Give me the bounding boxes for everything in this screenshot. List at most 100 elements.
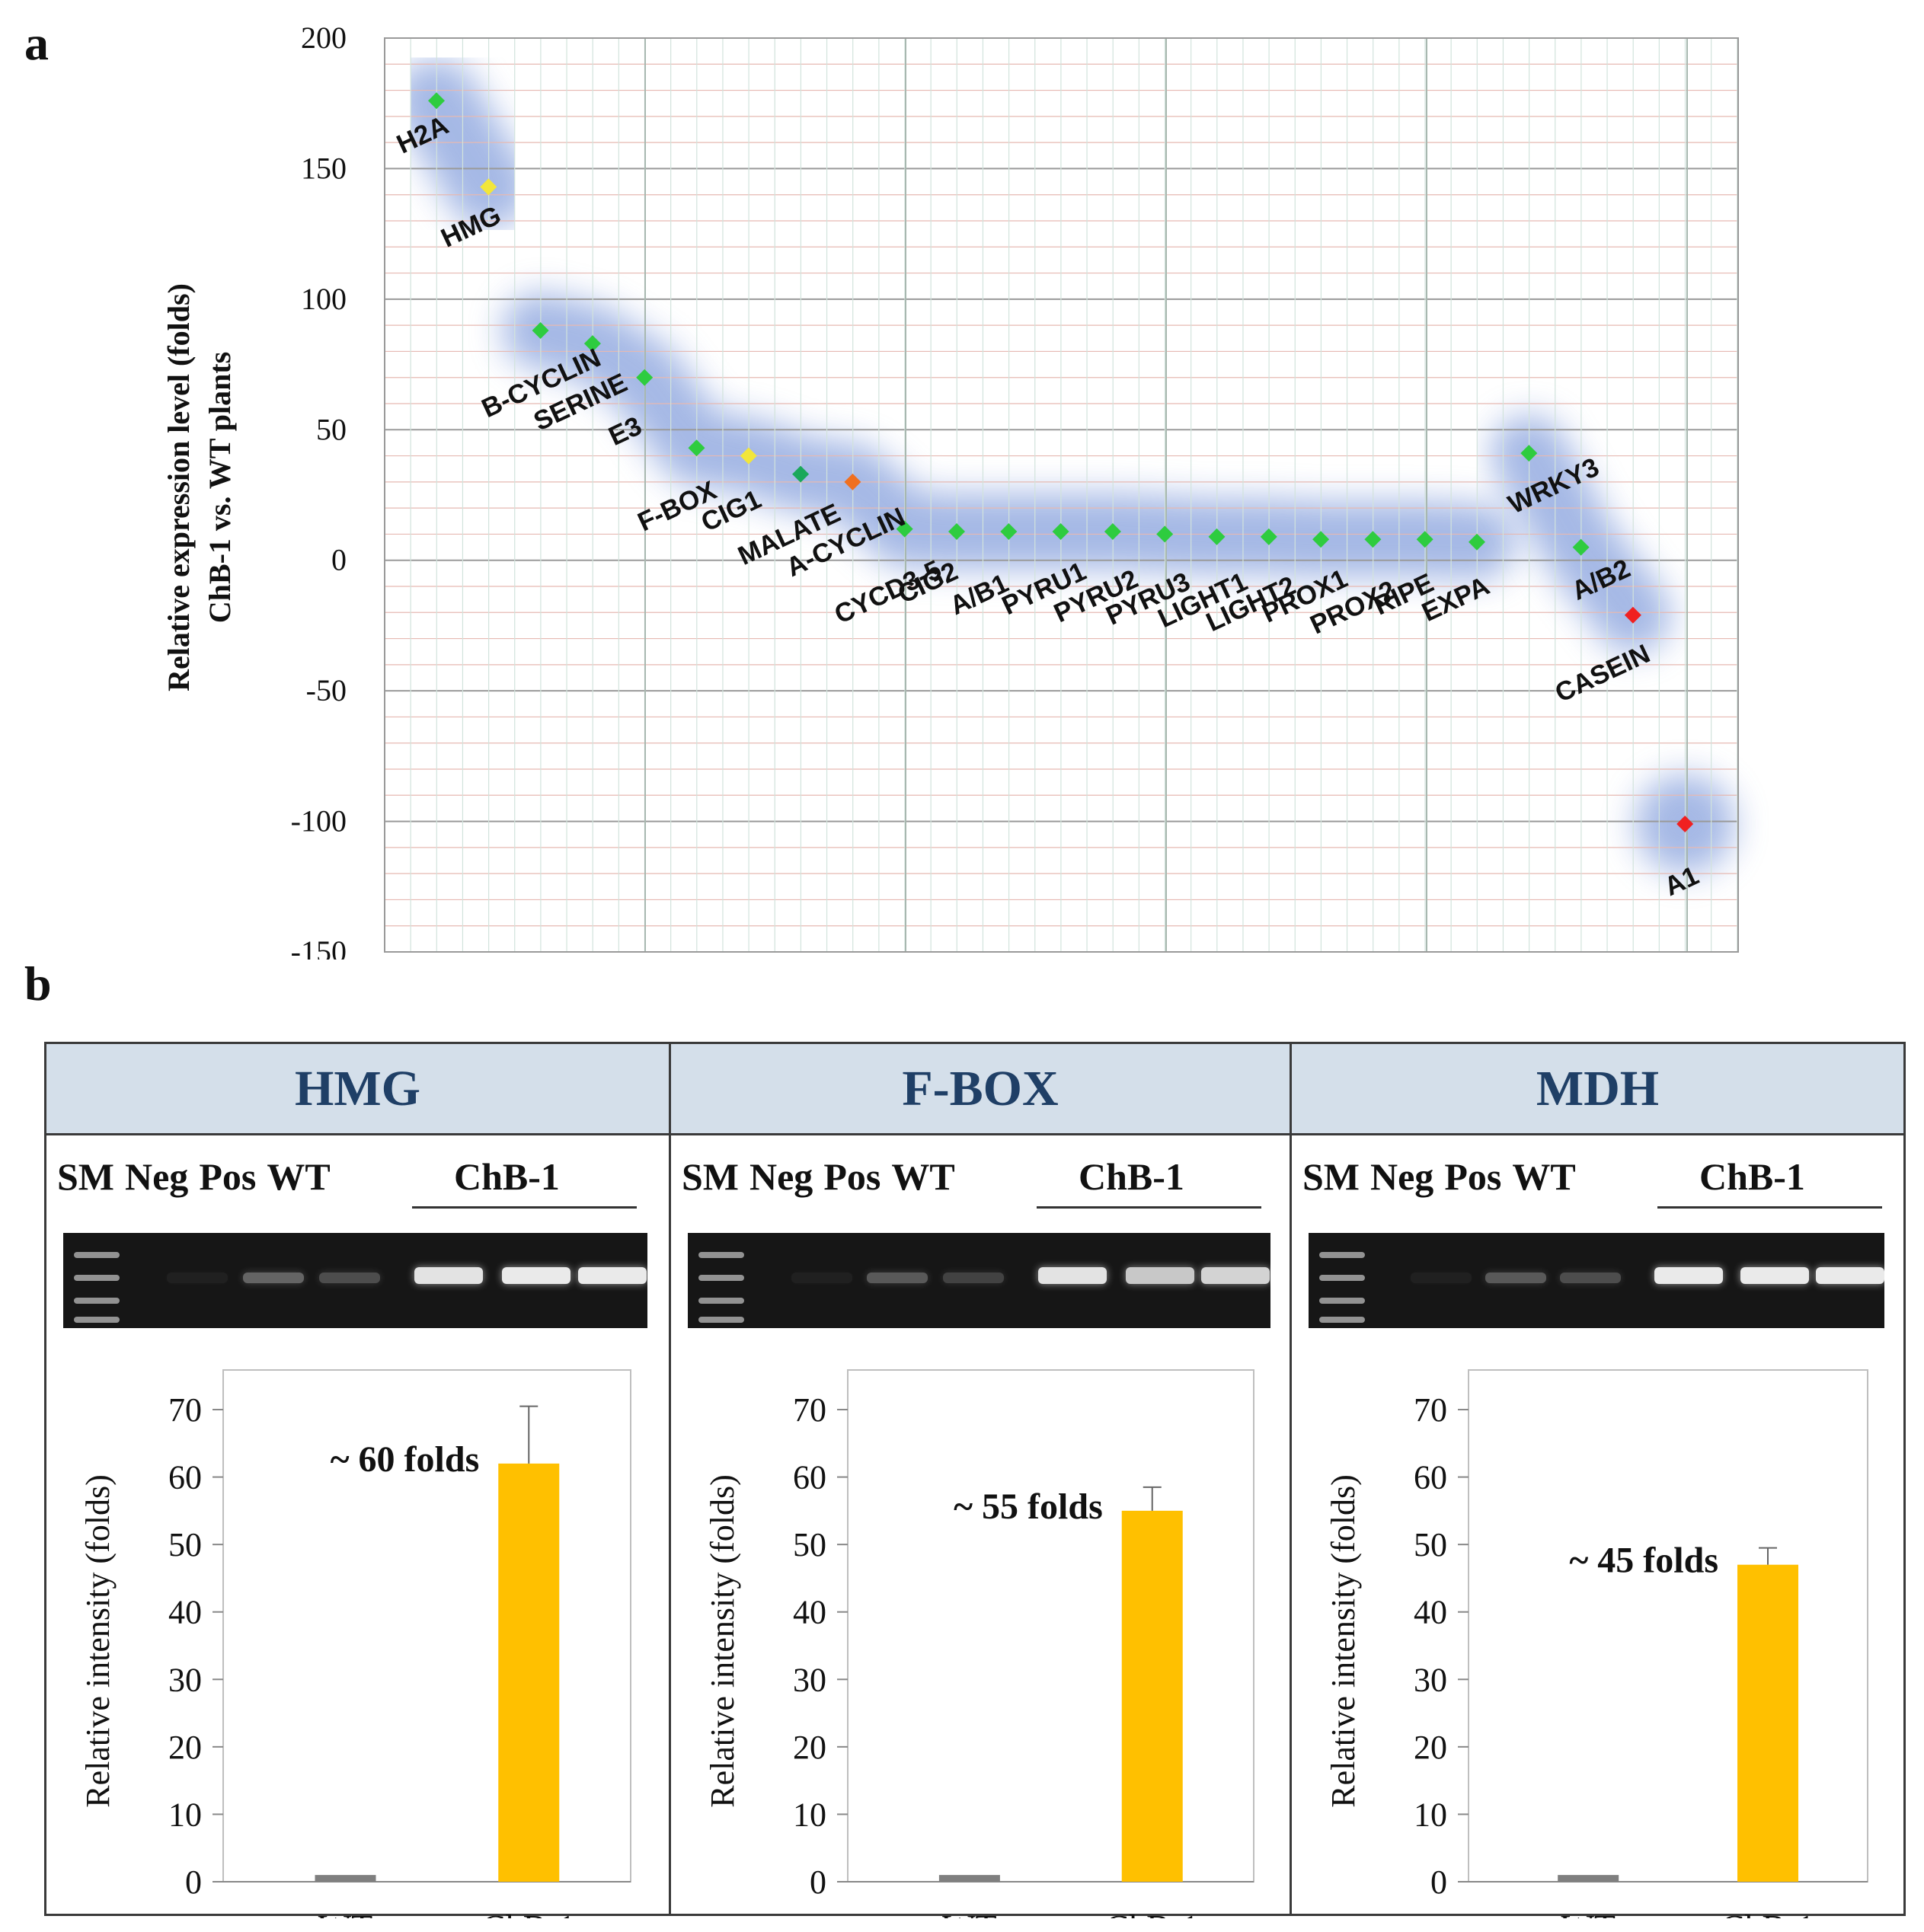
bar-y-axis-title: Relative intensity (folds)	[1325, 1474, 1362, 1807]
y-tick-label: 40	[1414, 1594, 1447, 1631]
sample-band	[1037, 1267, 1107, 1284]
data-point	[1104, 523, 1121, 540]
data-point	[1364, 531, 1382, 548]
data-point	[1469, 533, 1485, 551]
gene-label: CASEIN	[1551, 639, 1654, 708]
data-point	[428, 92, 445, 110]
data-point	[583, 335, 601, 353]
bar-chart: 0 10 20 30 40 50 60 70 Relative intensity (folds…	[79, 1369, 631, 1918]
sample-band	[1125, 1267, 1194, 1284]
data-point	[1520, 445, 1538, 462]
ladder-band	[698, 1317, 744, 1323]
chb-group-underline	[412, 1206, 637, 1209]
lane-label: Pos	[823, 1155, 881, 1198]
sample-band	[414, 1267, 484, 1284]
y-tick-label: 200	[301, 21, 347, 55]
sample-band	[867, 1273, 928, 1283]
x-tick-label: ChB-1	[482, 1908, 576, 1918]
lane-label: Neg	[749, 1155, 813, 1198]
ladder-band	[1319, 1317, 1365, 1323]
data-point	[1260, 528, 1277, 545]
chb-group-label: ChB-1	[1079, 1155, 1184, 1198]
gene-header: HMG	[46, 1044, 669, 1135]
gel-image	[1309, 1233, 1884, 1328]
y-tick-label: 0	[1430, 1863, 1447, 1901]
ladder-band	[74, 1252, 120, 1258]
ladder-band	[1319, 1275, 1365, 1281]
y-tick-label: 70	[1414, 1391, 1447, 1429]
y-tick-label: 50	[316, 412, 347, 446]
chb-group-underline	[1657, 1206, 1882, 1209]
sample-band	[502, 1267, 571, 1284]
data-point	[1572, 538, 1590, 556]
sample-band	[791, 1273, 852, 1283]
data-point	[948, 523, 965, 540]
y-tick-label: 20	[1414, 1729, 1447, 1766]
lane-label: WT	[891, 1155, 955, 1198]
data-point	[688, 439, 705, 457]
fold-annotation: ~ 55 folds	[954, 1487, 1103, 1527]
data-point	[1676, 816, 1694, 832]
bar	[498, 1463, 560, 1882]
chb-group-label: ChB-1	[1699, 1155, 1805, 1198]
bar-chart: 0 10 20 30 40 50 60 70 Relative intensity (folds…	[704, 1369, 1254, 1918]
chb-group-underline	[1037, 1206, 1261, 1209]
data-points	[428, 92, 1694, 832]
data-point	[1312, 531, 1330, 548]
chb-group-label: ChB-1	[454, 1155, 560, 1198]
bar-plot-frame	[847, 1369, 1254, 1883]
panel-a-label: a	[24, 16, 49, 70]
fold-annotation: ~ 45 folds	[1569, 1541, 1718, 1581]
y-tick-label: 50	[168, 1526, 202, 1563]
bar	[938, 1875, 1000, 1882]
x-tick-label: WT	[942, 1908, 997, 1918]
y-tick-label: 30	[793, 1661, 826, 1698]
y-tick-label: -100	[291, 804, 347, 838]
bar-chart: 0 10 20 30 40 50 60 70 Relative intensity (folds…	[1325, 1369, 1868, 1918]
gene-column-hmg: HMG SM Neg Pos WT ChB-1 0 10 20 30 40 50 60 70 Relati…	[46, 1044, 669, 1918]
y-axis-title-line2: ChB-1 vs. WT plants	[203, 352, 237, 623]
data-point	[532, 322, 549, 339]
y-tick-label: 60	[793, 1459, 826, 1496]
lane-label: WT	[1512, 1155, 1576, 1198]
panel-b-container: HMG SM Neg Pos WT ChB-1 0 10 20 30 40 50 60 70 Relati…	[44, 1042, 1906, 1918]
panel-b-label: b	[24, 956, 52, 1011]
lane-label: SM	[682, 1155, 739, 1198]
lane-labels: SM Neg Pos WT	[1302, 1154, 1587, 1199]
y-tick-label: 50	[1414, 1526, 1447, 1563]
lane-label: SM	[57, 1155, 114, 1198]
ladder-band	[698, 1298, 744, 1304]
y-tick-label: 70	[793, 1391, 826, 1429]
lane-label: Pos	[1444, 1155, 1502, 1198]
bar	[315, 1875, 376, 1882]
gel-image	[63, 1233, 647, 1328]
y-tick-label: 150	[301, 151, 347, 185]
data-point	[1052, 523, 1069, 540]
ladder-band	[1319, 1298, 1365, 1304]
data-point	[1000, 523, 1018, 540]
bar-y-axis-title: Relative intensity (folds)	[79, 1474, 117, 1807]
lane-label: Neg	[125, 1155, 189, 1198]
lane-label: WT	[267, 1155, 331, 1198]
sample-band	[1740, 1267, 1810, 1284]
y-tick-label: 70	[168, 1391, 202, 1429]
fold-annotation: ~ 60 folds	[331, 1439, 480, 1480]
y-ticks: 200 150 100 50 0 -50 -100 -150	[291, 21, 347, 960]
data-point	[480, 178, 497, 196]
ladder-band	[1319, 1252, 1365, 1258]
sample-band	[1560, 1273, 1622, 1283]
y-tick-label: 60	[1414, 1459, 1447, 1496]
lane-label: SM	[1302, 1155, 1360, 1198]
y-tick-label: 40	[168, 1594, 202, 1631]
chart-grid	[384, 37, 1739, 953]
y-tick-label: 30	[168, 1661, 202, 1698]
sample-band	[1410, 1273, 1472, 1283]
y-tick-label: 40	[793, 1594, 826, 1631]
x-tick-label: ChB-1	[1721, 1908, 1815, 1918]
sample-band	[1201, 1267, 1270, 1284]
sample-band	[318, 1273, 380, 1283]
sample-band	[577, 1267, 647, 1284]
y-tick-label: -150	[291, 934, 347, 960]
bar	[1558, 1875, 1619, 1882]
